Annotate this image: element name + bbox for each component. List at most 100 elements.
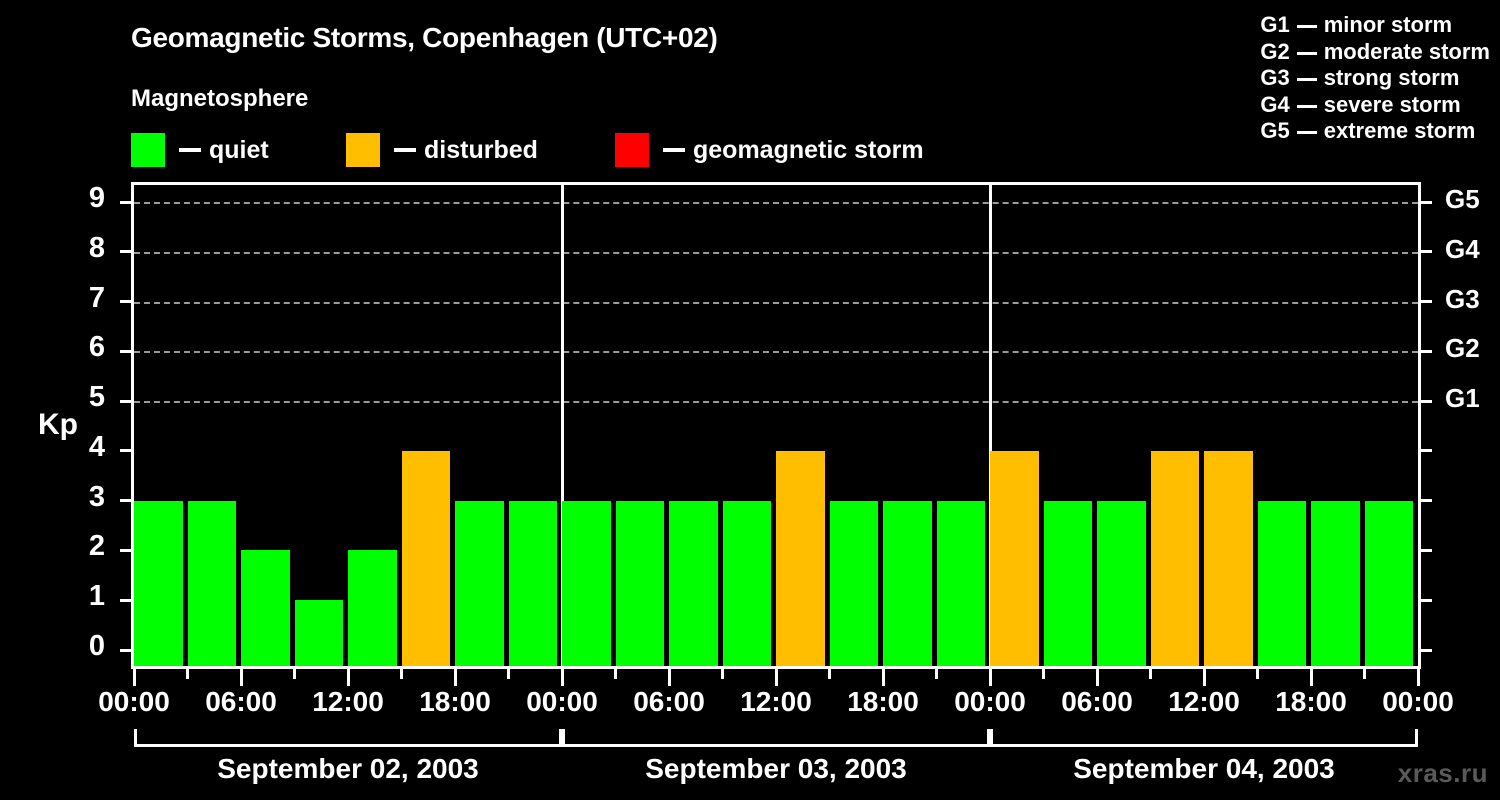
bar-1[interactable]	[187, 500, 236, 666]
legend-label: quiet	[209, 135, 269, 164]
y-axis-tick-label-1: 1	[88, 580, 105, 613]
x-axis-tick-label-3: 18:00	[419, 686, 491, 717]
y-axis-tick-label-8: 8	[88, 231, 105, 264]
bar-20[interactable]	[1204, 450, 1253, 666]
y-axis-tick-label-6: 6	[88, 331, 105, 364]
bar-15[interactable]	[936, 500, 985, 666]
g-legend-desc: minor storm	[1323, 12, 1453, 37]
legend-swatch-disturbed	[346, 133, 380, 167]
x-axis-tick-label-7: 18:00	[847, 686, 919, 717]
y-tick-left-8	[120, 250, 134, 254]
y-tick-left-5	[120, 399, 134, 403]
y-tick-right-0	[1418, 648, 1432, 652]
x-tick-20	[1202, 669, 1206, 686]
day-separator-2	[988, 185, 992, 666]
y-tick-left-4	[120, 449, 134, 453]
x-axis-tick-label-9: 06:00	[1061, 686, 1133, 717]
g-legend-code: G5	[1260, 118, 1290, 143]
bar-11[interactable]	[722, 500, 771, 666]
day-bracket-cap-1-0	[562, 729, 565, 747]
g-legend-code: G3	[1260, 65, 1290, 90]
bar-18[interactable]	[1097, 500, 1146, 666]
x-axis-tick-label-5: 06:00	[633, 686, 705, 717]
day-bracket-cap-0-0	[134, 729, 137, 747]
g-legend-code: G2	[1260, 38, 1290, 64]
x-tick-10	[667, 669, 671, 686]
x-axis-tick-label-11: 18:00	[1275, 686, 1347, 717]
y-tick-right-9	[1418, 200, 1432, 204]
x-tick-11	[721, 669, 724, 679]
bar-2[interactable]	[241, 550, 290, 666]
y-tick-right-4	[1418, 449, 1432, 453]
legend-label: disturbed	[424, 135, 538, 164]
y-axis-title: Kp	[38, 408, 78, 441]
y-tick-right-6	[1418, 349, 1432, 353]
bar-9[interactable]	[615, 500, 664, 666]
bar-8[interactable]	[562, 500, 611, 666]
bar-19[interactable]	[1150, 450, 1199, 666]
g-legend-row-g4: G4 severe storm	[1260, 92, 1490, 119]
x-tick-24	[1416, 669, 1420, 686]
g-legend-dash-icon	[1296, 104, 1317, 108]
legend-dash-icon	[394, 148, 416, 152]
legend-label: geomagnetic storm	[693, 135, 924, 164]
plot-inner	[134, 185, 1418, 666]
day-label-1: September 03, 2003	[645, 753, 907, 784]
x-tick-17	[1042, 669, 1045, 679]
y-tick-right-3	[1418, 499, 1432, 503]
page-title: Geomagnetic Storms, Copenhagen (UTC+02)	[131, 22, 718, 53]
bar-13[interactable]	[829, 500, 878, 666]
y-axis-tick-label-4: 4	[88, 430, 105, 463]
bar-6[interactable]	[455, 500, 504, 666]
x-tick-16	[988, 669, 992, 686]
chart-subtitle: Magnetosphere	[131, 85, 309, 112]
y-tick-right-8	[1418, 250, 1432, 254]
plot-area	[131, 182, 1421, 669]
y-axis-tick-label-2: 2	[88, 530, 105, 563]
g-legend-dash-icon	[1296, 131, 1317, 134]
g-legend-row-g1: G1 minor storm	[1260, 12, 1490, 39]
y-tick-right-2	[1418, 548, 1432, 552]
legend-item-geomagnetic-storm: geomagnetic storm	[615, 132, 924, 168]
bar-0[interactable]	[134, 500, 183, 666]
bar-16[interactable]	[990, 450, 1039, 666]
x-axis-tick-label-6: 12:00	[740, 686, 812, 717]
day-bracket-1	[562, 744, 990, 747]
bar-7[interactable]	[508, 500, 557, 666]
x-tick-2	[239, 669, 243, 686]
y-tick-left-1	[120, 598, 134, 602]
y-tick-left-6	[120, 349, 134, 353]
y-tick-right-5	[1418, 399, 1432, 403]
gridline-kp-5	[134, 401, 1418, 404]
g-axis-label-g2: G2	[1445, 333, 1480, 364]
g-legend-desc: moderate storm	[1323, 38, 1490, 64]
g-legend-row-g3: G3 strong storm	[1260, 65, 1490, 92]
g-axis-label-g3: G3	[1445, 283, 1480, 314]
x-tick-13	[828, 669, 831, 679]
bar-3[interactable]	[294, 600, 343, 666]
bar-23[interactable]	[1364, 500, 1413, 666]
bar-10[interactable]	[669, 500, 718, 666]
bar-22[interactable]	[1311, 500, 1360, 666]
y-axis-tick-label-3: 3	[88, 480, 105, 513]
day-label-0: September 02, 2003	[217, 753, 479, 784]
x-tick-5	[400, 669, 403, 679]
y-tick-left-9	[120, 200, 134, 204]
day-bracket-cap-2-1	[1415, 729, 1418, 747]
bar-14[interactable]	[883, 500, 932, 666]
x-axis-tick-label-1: 06:00	[205, 686, 277, 717]
x-tick-0	[132, 669, 136, 686]
bar-12[interactable]	[776, 450, 825, 666]
g-axis-label-g4: G4	[1445, 233, 1480, 264]
y-tick-left-0	[120, 648, 134, 652]
bar-17[interactable]	[1043, 500, 1092, 666]
day-bracket-cap-1-1	[987, 729, 990, 747]
x-tick-6	[453, 669, 457, 686]
x-tick-7	[507, 669, 510, 679]
y-tick-left-2	[120, 548, 134, 552]
bar-4[interactable]	[348, 550, 397, 666]
legend-dash-icon	[179, 148, 201, 152]
bar-5[interactable]	[401, 450, 450, 666]
day-bracket-2	[990, 744, 1418, 747]
bar-21[interactable]	[1257, 500, 1306, 666]
